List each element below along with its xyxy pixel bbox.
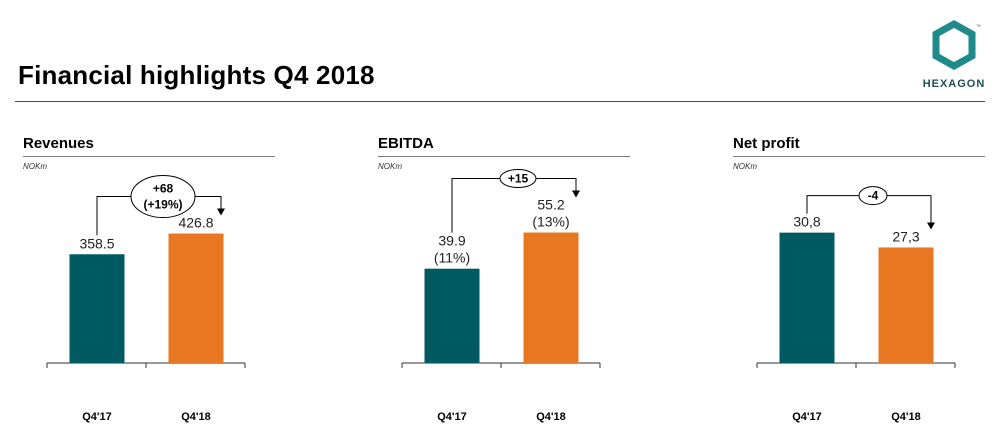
bar-q4-17: [779, 232, 835, 363]
bar-q4-17: [424, 268, 480, 363]
delta-arrowhead: [927, 222, 935, 230]
delta-bubble: [858, 186, 888, 206]
panel-divider: [23, 156, 275, 157]
delta-arrowhead: [217, 208, 225, 216]
data-label: 358.5: [79, 235, 114, 251]
page-title: Financial highlights Q4 2018: [18, 60, 375, 90]
hexagon-logo-icon: ™: [932, 19, 981, 71]
logo-text: HEXAGON: [922, 78, 986, 90]
revenues-chart: 358.5 Q4'17 426.8 Q4'18 +68 (+19%): [46, 175, 246, 423]
bar-q4-18: [523, 232, 579, 363]
data-label: 426.8: [178, 215, 213, 231]
data-label: 55.2: [537, 197, 564, 213]
bar-q4-17: [69, 254, 125, 363]
delta-label: +15: [508, 172, 529, 186]
delta-label: -4: [868, 189, 879, 203]
unit-label: NOKm: [378, 162, 402, 171]
ebitda-chart: 39.9(11%) Q4'17 55.2(13%) Q4'18 +15: [401, 169, 601, 423]
delta-bubble: [130, 175, 196, 219]
panel-title: Revenues: [23, 135, 94, 152]
data-label: 39.9: [438, 233, 465, 249]
delta-label: (+19%): [143, 198, 182, 212]
title-divider: [15, 101, 985, 102]
bar-q4-18: [878, 247, 934, 363]
x-tick-label: Q4'18: [181, 411, 211, 423]
panel-title: EBITDA: [378, 135, 434, 152]
bar-q4-18: [168, 233, 224, 363]
unit-label: NOKm: [733, 162, 757, 171]
ebitda-panel: EBITDA NOKm 39.9 (11%) Q4'17 55.2 (13%) Q4'18…: [378, 132, 630, 432]
net-profit-panel: Net profit NOKm 30,8 Q4'17 27,3 Q4'18 -4: [733, 132, 985, 432]
panel-title: Net profit: [733, 135, 800, 152]
delta-arrowhead: [572, 190, 580, 198]
x-tick-label: Q4'17: [437, 411, 467, 423]
net-profit-chart: 30,8 Q4'17 27,3 Q4'18 -4: [756, 186, 956, 423]
panel-divider: [733, 156, 985, 157]
x-tick-label: Q4'18: [536, 411, 566, 423]
x-tick-label: Q4'17: [792, 411, 822, 423]
hexagon-logo: ™ HEXAGON: [918, 18, 990, 92]
revenues-panel: Revenues NOKm 358.5 Q4'17 426.8 Q4'18 +68 (+1…: [23, 132, 275, 432]
panel-divider: [378, 156, 630, 157]
data-label: 30,8: [793, 214, 820, 230]
delta-label: +68: [153, 182, 174, 196]
delta-bubble: [499, 169, 537, 189]
x-tick-label: Q4'18: [891, 411, 921, 423]
data-label: (11%): [434, 250, 470, 266]
x-tick-label: Q4'17: [82, 411, 112, 423]
data-label: (13%): [532, 214, 569, 230]
svg-text:™: ™: [976, 24, 981, 30]
unit-label: NOKm: [23, 162, 47, 171]
data-label: 27,3: [892, 228, 919, 244]
